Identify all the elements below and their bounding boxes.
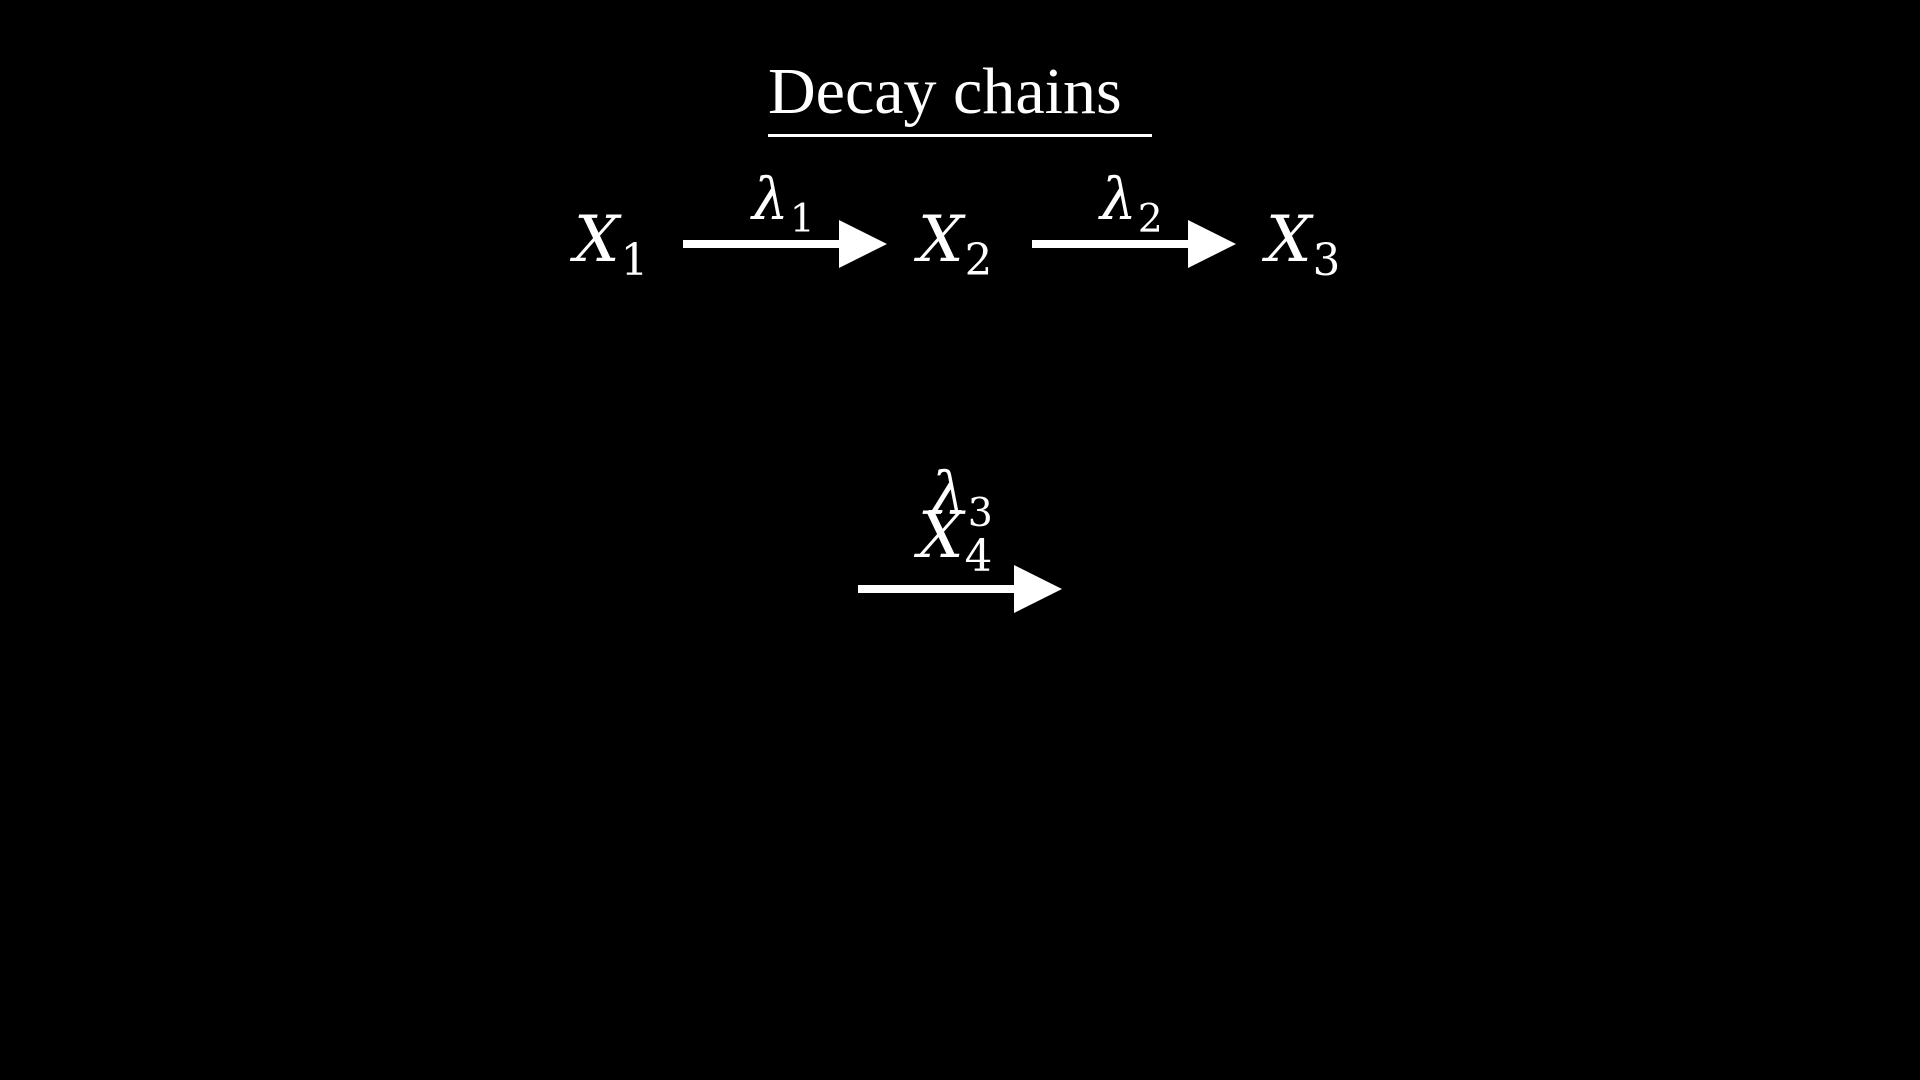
title-underline [768, 134, 1152, 137]
arrow-1-icon [683, 220, 887, 268]
species-x1: X1 [574, 203, 649, 286]
species-x4: X4 [918, 499, 993, 582]
rate-lambda-2: λ2 [1100, 165, 1163, 242]
diagram-title: Decay chains [768, 55, 1122, 128]
arrow-3-icon [858, 565, 1062, 613]
species-x2: X2 [918, 203, 993, 286]
rate-lambda-1: λ1 [752, 165, 815, 242]
species-x3: X3 [1266, 203, 1341, 286]
rate-lambda-3: λ3 [930, 459, 993, 536]
arrow-2-icon [1032, 220, 1236, 268]
